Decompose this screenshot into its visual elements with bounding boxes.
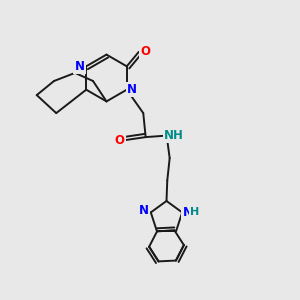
Text: O: O	[115, 134, 125, 147]
Text: NH: NH	[164, 129, 184, 142]
Text: N: N	[183, 206, 193, 219]
Text: N: N	[127, 83, 137, 96]
Text: N: N	[139, 204, 149, 218]
Text: O: O	[140, 45, 150, 58]
Text: H: H	[190, 206, 199, 217]
Text: N: N	[75, 60, 85, 73]
